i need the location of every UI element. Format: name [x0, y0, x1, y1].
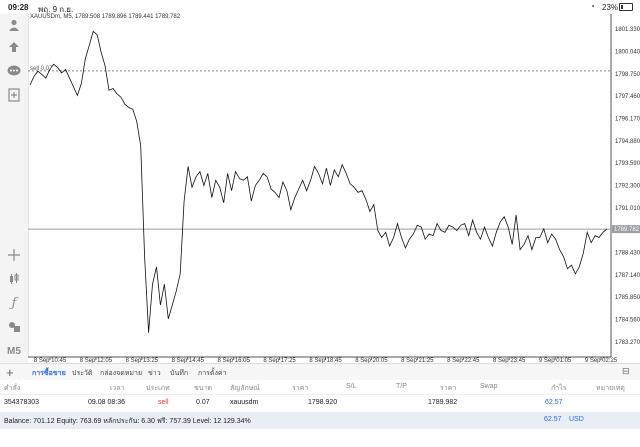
close-panel-icon[interactable]: ⊟ [622, 366, 630, 376]
x-tick-label: 8 Sep 20:05 [355, 358, 388, 363]
objects-icon[interactable] [4, 318, 24, 336]
x-tick-label: 9 Sep 02:25 [585, 358, 618, 363]
order-time: 09.08 08:36 [88, 399, 125, 406]
tab-settings[interactable]: การตั้งค่า [198, 370, 227, 377]
x-tick-label: 8 Sep 12:05 [80, 358, 113, 363]
chart-toolbar: ƒ M5 [0, 14, 28, 363]
candles-icon[interactable] [4, 270, 24, 288]
order-symbol: xauusdm [230, 399, 259, 406]
col-type: ประเภท [146, 385, 170, 392]
battery-icon [619, 3, 633, 11]
y-tick-label: 1787.140 [615, 273, 640, 279]
crosshair-icon[interactable] [4, 246, 24, 264]
timeframe-button[interactable]: M5 [7, 345, 21, 357]
table-row[interactable]: 354378303 09.08 08:36 sell 0.07 xauusdm … [0, 395, 640, 411]
wifi-icon: ◔ [590, 2, 595, 11]
col-swap: Swap [480, 383, 498, 390]
function-icon[interactable]: ƒ [11, 295, 17, 311]
tab-history[interactable]: ประวัติ [72, 370, 93, 377]
x-tick-label: 8 Sep 23:45 [493, 358, 526, 363]
y-tick-label: 1788.430 [615, 251, 640, 257]
balance-bar: Balance: 701.12 Equity: 763.69 หลักประกั… [0, 412, 640, 429]
y-tick-label: 1783.270 [615, 340, 640, 346]
order-size: 0.07 [196, 399, 210, 406]
order-id: 354378303 [4, 399, 40, 406]
x-tick-label: 8 Sep 18:45 [309, 358, 342, 363]
x-tick-label: 8 Sep 14:45 [172, 358, 205, 363]
status-bar: 09:28 พฤ. 9 ก.ย. ◔ 23% [0, 0, 640, 14]
total-profit: 62.57 [544, 416, 562, 423]
col-sl: S/L [346, 383, 357, 390]
tab-mailbox[interactable]: กล่องจดหมาย [100, 370, 143, 377]
symbol-info: XAUUSDm, M5, 1789.508 1789.896 1789.441 … [30, 14, 181, 20]
y-tick-label: 1793.590 [615, 161, 640, 167]
current-price-tag-label: 1789.782 [614, 227, 640, 233]
price-series-line [29, 30, 608, 333]
y-tick-label: 1798.750 [615, 72, 640, 78]
add-chart-icon[interactable] [4, 86, 24, 104]
status-date: พฤ. 9 ก.ย. [38, 5, 74, 14]
col-price: ราคา [292, 385, 309, 392]
x-tick-label: 8 Sep 21:25 [401, 358, 434, 363]
currency-label: USD [569, 416, 584, 423]
order-price: 1798.920 [308, 399, 338, 406]
x-tick-label: 8 Sep 22:45 [447, 358, 480, 363]
order-profit: 62.57 [545, 399, 563, 406]
y-tick-label: 1797.460 [615, 94, 640, 100]
x-tick-label: 9 Sep 01:05 [539, 358, 572, 363]
tab-journal[interactable]: บันทึก [170, 370, 189, 377]
trade-icon[interactable] [4, 38, 24, 56]
col-time: เวลา [110, 385, 125, 392]
current-price-tag-bg [612, 225, 640, 234]
battery-fill [621, 5, 624, 9]
x-axis-labels: 8 Sep 10:45 8 Sep 12:05 8 Sep 13:25 8 Sep 1… [34, 357, 618, 363]
current-price-tag: 1789.782 [612, 225, 640, 234]
y-tick-label: 1800.040 [615, 49, 640, 55]
col-order: คำสั่ง [4, 385, 21, 392]
y-tick-label: 1784.560 [615, 318, 640, 324]
sell-order-marker: sell 0.07 [30, 66, 53, 72]
y-tick-label: 1792.300 [615, 184, 640, 190]
orders-table-header: คำสั่ง เวลา ประเภท ขนาด สัญลักษณ์ ราคา S… [0, 380, 640, 395]
status-time: 09:28 [8, 3, 29, 12]
col-profit: กำไร [551, 385, 567, 392]
chart-canvas: 1801.330 1800.040 1798.750 1797.460 1796.170… [28, 14, 640, 363]
balance-summary: Balance: 701.12 Equity: 763.69 หลักประกั… [4, 418, 251, 425]
col-size: ขนาด [194, 385, 213, 392]
order-type: sell [158, 399, 169, 406]
tab-news[interactable]: ข่าว [148, 370, 161, 377]
col-tp: T/P [396, 383, 407, 390]
battery-percent: 23% [602, 3, 619, 12]
person-icon[interactable] [4, 16, 24, 34]
y-tick-label: 1801.330 [615, 27, 640, 33]
col-current-price: ราคา [440, 385, 457, 392]
add-icon[interactable]: + [6, 365, 14, 380]
x-tick-label: 8 Sep 10:45 [34, 358, 67, 363]
y-tick-label: 1785.850 [615, 295, 640, 301]
col-symbol: สัญลักษณ์ [230, 385, 260, 392]
x-tick-label: 8 Sep 17:25 [263, 358, 296, 363]
chat-icon[interactable] [4, 62, 24, 80]
y-tick-label: 1791.010 [615, 206, 640, 212]
y-tick-label: 1796.170 [615, 116, 640, 122]
y-tick-label: 1794.880 [615, 139, 640, 145]
terminal-tabbar: + การซื้อขาย ประวัติ กล่องจดหมาย ข่าว บั… [0, 363, 640, 383]
y-axis-labels: 1801.330 1800.040 1798.750 1797.460 1796.170… [615, 27, 640, 346]
x-tick-label: 8 Sep 16:05 [217, 358, 250, 363]
order-current-price: 1789.982 [428, 399, 458, 406]
x-tick-label: 8 Sep 13:25 [126, 358, 159, 363]
col-comment: หมายเหตุ [596, 385, 625, 392]
price-chart[interactable]: 1801.330 1800.040 1798.750 1797.460 1796.170… [28, 14, 640, 363]
